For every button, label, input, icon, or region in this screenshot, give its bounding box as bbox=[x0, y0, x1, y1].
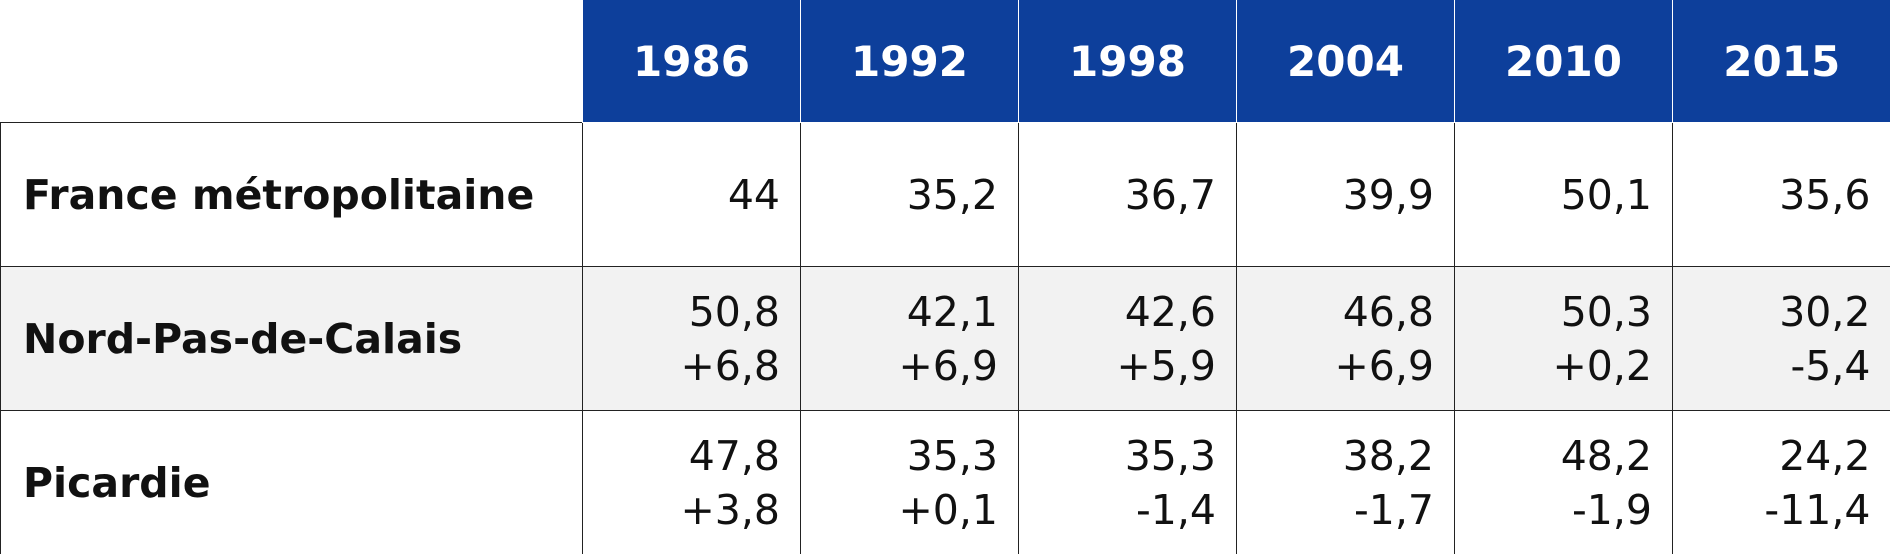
table-cell: 30,2 -5,4 bbox=[1672, 266, 1890, 411]
cell-value: 48,2 bbox=[1560, 431, 1652, 480]
table-cell: 50,3 +0,2 bbox=[1454, 266, 1673, 411]
cell-value: 35,2 bbox=[906, 170, 998, 219]
cell-delta: -1,9 bbox=[1572, 485, 1652, 534]
table-cell: 47,8 +3,8 bbox=[582, 410, 801, 554]
cell-delta: +3,8 bbox=[680, 485, 780, 534]
table-cell: 24,2 -11,4 bbox=[1672, 410, 1890, 554]
table-row: France métropolitaine 44 35,2 36,7 39,9 … bbox=[0, 122, 1890, 267]
cell-value: 50,8 bbox=[688, 287, 780, 336]
cell-value: 42,1 bbox=[906, 287, 998, 336]
cell-delta: -1,4 bbox=[1136, 485, 1216, 534]
cell-delta: +6,9 bbox=[898, 341, 998, 390]
cell-delta: -5,4 bbox=[1790, 341, 1871, 390]
column-header-year: 2010 bbox=[1454, 0, 1673, 123]
cell-value: 24,2 bbox=[1779, 431, 1871, 480]
cell-value: 38,2 bbox=[1342, 431, 1434, 480]
cell-value: 39,9 bbox=[1342, 170, 1434, 219]
cell-value: 42,6 bbox=[1124, 287, 1216, 336]
header-corner bbox=[0, 0, 583, 123]
table-cell: 42,1 +6,9 bbox=[800, 266, 1019, 411]
table-cell: 42,6 +5,9 bbox=[1018, 266, 1237, 411]
table-row: Nord-Pas-de-Calais 50,8 +6,8 42,1 +6,9 42,… bbox=[0, 266, 1890, 411]
row-label: France métropolitaine bbox=[0, 122, 583, 267]
column-header-year: 1998 bbox=[1018, 0, 1237, 123]
cell-value: 50,3 bbox=[1560, 287, 1652, 336]
column-header-year: 2015 bbox=[1672, 0, 1890, 123]
table-cell: 50,8 +6,8 bbox=[582, 266, 801, 411]
cell-value: 44 bbox=[727, 170, 780, 219]
table-cell: 35,2 bbox=[800, 122, 1019, 267]
column-header-year: 1986 bbox=[582, 0, 801, 123]
table-cell: 46,8 +6,9 bbox=[1236, 266, 1455, 411]
table-cell: 38,2 -1,7 bbox=[1236, 410, 1455, 554]
cell-delta: -1,7 bbox=[1354, 485, 1434, 534]
table-cell: 48,2 -1,9 bbox=[1454, 410, 1673, 554]
cell-delta: +5,9 bbox=[1116, 341, 1216, 390]
header-row: 1986 1992 1998 2004 2010 2015 bbox=[0, 0, 1890, 123]
cell-delta: +6,8 bbox=[680, 341, 780, 390]
table-cell: 50,1 bbox=[1454, 122, 1673, 267]
table-row: Picardie 47,8 +3,8 35,3 +0,1 35,3 -1,4 38,2… bbox=[0, 410, 1890, 554]
table-cell: 36,7 bbox=[1018, 122, 1237, 267]
cell-value: 35,3 bbox=[906, 431, 998, 480]
cell-value: 35,3 bbox=[1124, 431, 1216, 480]
column-header-year: 1992 bbox=[800, 0, 1019, 123]
row-label: Picardie bbox=[0, 410, 583, 554]
cell-delta: +0,1 bbox=[898, 485, 998, 534]
table-cell: 39,9 bbox=[1236, 122, 1455, 267]
cell-value: 30,2 bbox=[1779, 287, 1871, 336]
table-cell: 35,3 -1,4 bbox=[1018, 410, 1237, 554]
cell-delta: +6,9 bbox=[1334, 341, 1434, 390]
cell-value: 46,8 bbox=[1342, 287, 1434, 336]
cell-value: 36,7 bbox=[1124, 170, 1216, 219]
column-header-year: 2004 bbox=[1236, 0, 1455, 123]
cell-value: 35,6 bbox=[1779, 170, 1871, 219]
table-cell: 35,6 bbox=[1672, 122, 1890, 267]
cell-delta: -11,4 bbox=[1764, 485, 1871, 534]
table-cell: 44 bbox=[582, 122, 801, 267]
cell-delta: +0,2 bbox=[1552, 341, 1652, 390]
table-cell: 35,3 +0,1 bbox=[800, 410, 1019, 554]
cell-value: 47,8 bbox=[688, 431, 780, 480]
cell-value: 50,1 bbox=[1560, 170, 1652, 219]
row-label: Nord-Pas-de-Calais bbox=[0, 266, 583, 411]
